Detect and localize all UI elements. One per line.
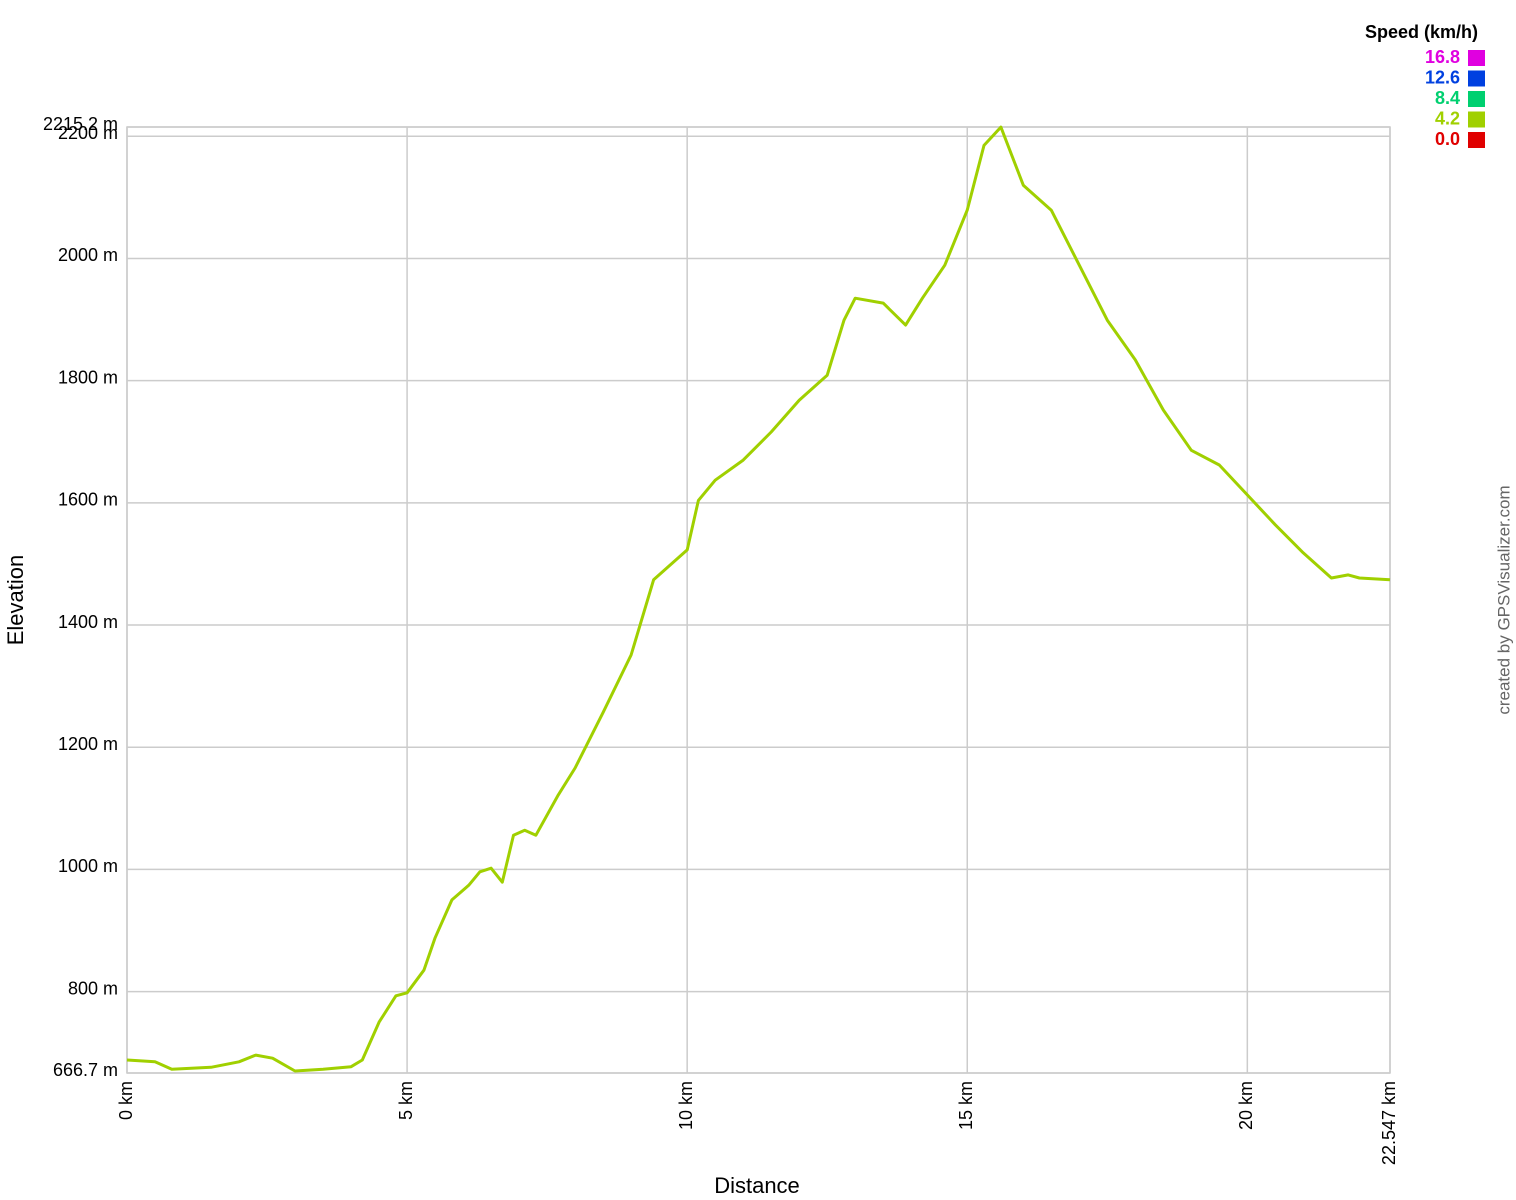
x-tick-label: 22.547 km bbox=[1379, 1081, 1399, 1165]
credit: created by GPSVisualizer.com bbox=[1494, 485, 1513, 714]
legend-swatch bbox=[1468, 132, 1485, 148]
y-axis-title: Elevation bbox=[3, 555, 28, 646]
x-axis-title: Distance bbox=[714, 1173, 800, 1198]
y-tick-label: 1600 m bbox=[58, 490, 118, 510]
legend-label: 8.4 bbox=[1435, 88, 1460, 108]
legend-swatch bbox=[1468, 50, 1485, 66]
legend-swatch bbox=[1468, 70, 1485, 87]
y-tick-label: 1400 m bbox=[58, 612, 118, 632]
elevation-line bbox=[126, 125, 1391, 1073]
y-tick-label: 666.7 m bbox=[53, 1060, 118, 1080]
y-tick-label: 2215.2 m bbox=[43, 114, 118, 134]
x-tick-label: 20 km bbox=[1236, 1081, 1256, 1130]
x-tick-label: 10 km bbox=[676, 1081, 696, 1130]
y-tick-label: 2000 m bbox=[58, 245, 118, 265]
y-tick-label: 800 m bbox=[68, 978, 118, 998]
y-tick-label: 1200 m bbox=[58, 734, 118, 754]
x-tick-label: 15 km bbox=[956, 1081, 976, 1130]
y-tick-label: 2200 m bbox=[58, 123, 118, 143]
legend-swatch bbox=[1468, 111, 1485, 128]
legend-label: 4.2 bbox=[1435, 108, 1460, 128]
legend-title: Speed (km/h) bbox=[1365, 22, 1478, 42]
plot-frame bbox=[126, 126, 1391, 1074]
legend-label: 16.8 bbox=[1425, 47, 1460, 67]
x-tick-label: 0 km bbox=[116, 1081, 136, 1120]
legend-swatch bbox=[1468, 91, 1485, 107]
legend-label: 0.0 bbox=[1435, 129, 1460, 149]
y-tick-label: 1000 m bbox=[58, 856, 118, 876]
y-tick-label: 1800 m bbox=[58, 367, 118, 387]
legend-label: 12.6 bbox=[1425, 67, 1460, 87]
x-tick-label: 5 km bbox=[396, 1081, 416, 1120]
